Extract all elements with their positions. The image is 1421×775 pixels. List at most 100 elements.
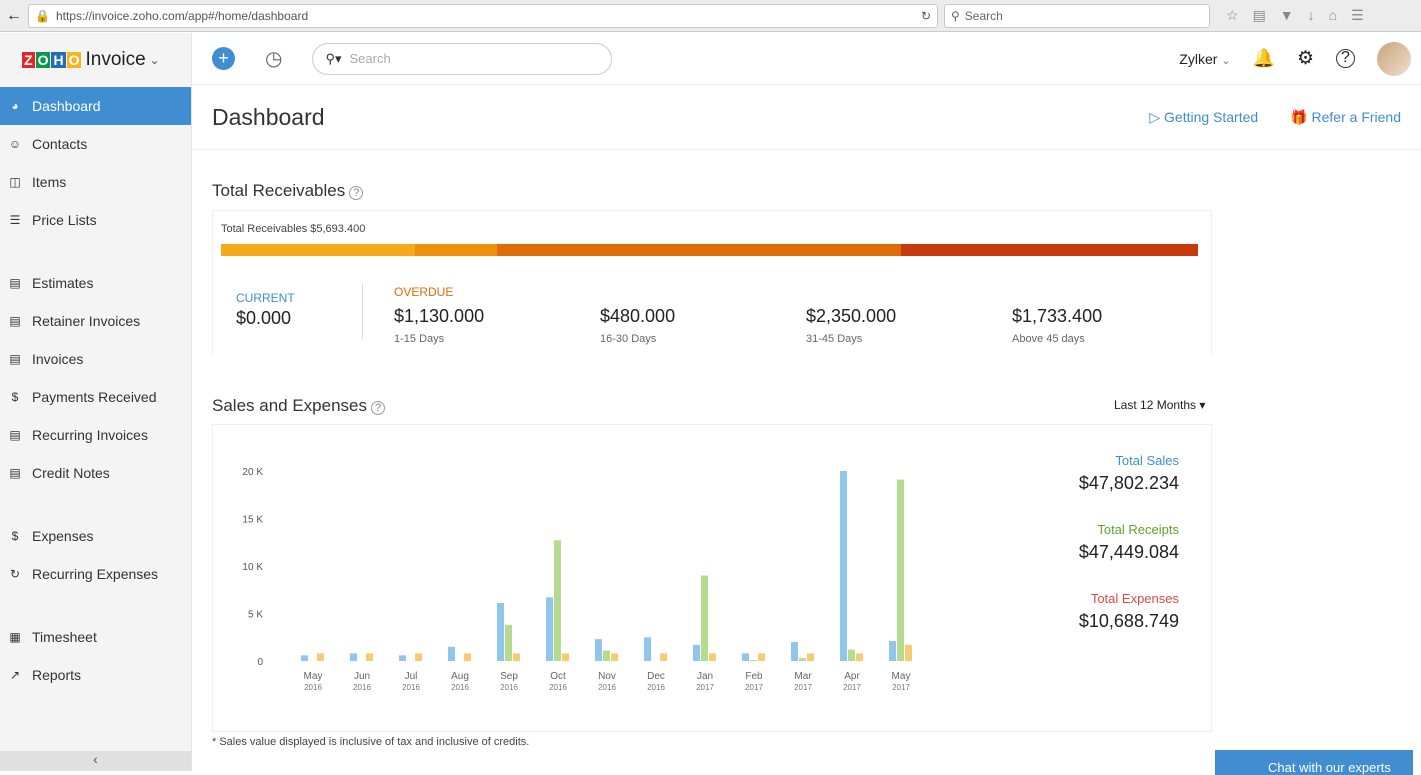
- bar-jun-2016-s2[interactable]: [366, 653, 373, 661]
- sidebar-item-expenses[interactable]: $ Expenses: [0, 517, 191, 555]
- sidebar-item-reports[interactable]: ↗ Reports: [0, 656, 191, 694]
- bar-may-2016-s0[interactable]: [301, 655, 308, 661]
- help-icon[interactable]: ?: [1336, 49, 1355, 68]
- sidebar-item-items[interactable]: ◫ Items: [0, 163, 191, 201]
- document-icon: ▤: [9, 314, 21, 328]
- quick-create-button[interactable]: +: [212, 47, 235, 70]
- sidebar-item-contacts[interactable]: ☺ Contacts: [0, 125, 191, 163]
- sidebar-item-recurring-expenses[interactable]: ↻ Recurring Expenses: [0, 555, 191, 593]
- reader-icon[interactable]: ▤: [1252, 7, 1266, 23]
- x-tick-month: Jan: [697, 671, 713, 682]
- sidebar-item-estimates[interactable]: ▤ Estimates: [0, 264, 191, 302]
- bar-jun-2016-s0[interactable]: [350, 653, 357, 661]
- bar-mar-2017-s1[interactable]: [799, 658, 806, 661]
- download-icon[interactable]: ↓: [1307, 7, 1315, 23]
- bar-dec-2016-s2[interactable]: [660, 653, 667, 661]
- bar-apr-2017-s0[interactable]: [840, 471, 847, 661]
- bar-apr-2017-s2[interactable]: [856, 653, 863, 661]
- app-name: Invoice: [85, 49, 146, 70]
- x-tick-month: May: [304, 671, 323, 682]
- back-icon[interactable]: ←: [6, 6, 22, 24]
- recent-history-icon[interactable]: ◷: [265, 48, 283, 70]
- sidebar-item-retainer-invoices[interactable]: ▤ Retainer Invoices: [0, 302, 191, 340]
- url-bar[interactable]: 🔒 https://invoice.zoho.com/app#/home/dash…: [28, 3, 938, 28]
- getting-started-link[interactable]: ▷ Getting Started: [1149, 109, 1258, 126]
- org-switcher[interactable]: Zylker ⌄: [1179, 51, 1230, 67]
- refer-friend-link[interactable]: 🎁 Refer a Friend: [1290, 109, 1401, 126]
- bar-mar-2017-s2[interactable]: [807, 653, 814, 661]
- collapse-sidebar-button[interactable]: ‹: [0, 751, 191, 771]
- receivables-bar: [221, 244, 1198, 256]
- receivables-segment[interactable]: [900, 244, 1198, 256]
- bar-nov-2016-s0[interactable]: [595, 639, 602, 661]
- bar-feb-2017-s1[interactable]: [750, 660, 757, 661]
- bar-may-2017-s2[interactable]: [905, 644, 912, 661]
- x-tick-year: 2016: [304, 683, 322, 692]
- browser-search[interactable]: ⚲ Search: [944, 3, 1210, 28]
- bar-jul-2016-s2[interactable]: [415, 653, 422, 661]
- bar-oct-2016-s0[interactable]: [546, 597, 553, 661]
- bar-oct-2016-s1[interactable]: [554, 540, 561, 661]
- help-icon[interactable]: ?: [349, 186, 364, 200]
- bar-dec-2016-s0[interactable]: [644, 637, 651, 661]
- bar-sep-2016-s1[interactable]: [505, 624, 512, 661]
- sidebar-item-label: Retainer Invoices: [32, 313, 141, 329]
- bar-nov-2016-s1[interactable]: [603, 650, 610, 661]
- reload-icon[interactable]: ↻: [920, 8, 931, 23]
- bar-jan-2017-s2[interactable]: [709, 653, 716, 661]
- sidebar-item-invoices[interactable]: ▤ Invoices: [0, 340, 191, 378]
- bar-may-2017-s1[interactable]: [897, 479, 904, 661]
- gear-icon[interactable]: ⚙: [1296, 48, 1314, 69]
- bar-apr-2017-s1[interactable]: [848, 649, 855, 661]
- bar-may-2017-s0[interactable]: [889, 641, 896, 661]
- period-dropdown[interactable]: Last 12 Months ▾: [1114, 398, 1205, 412]
- overdue-bucket[interactable]: $1,733.400 Above 45 days: [1012, 303, 1102, 345]
- receivables-segment[interactable]: [497, 244, 901, 256]
- bar-jul-2016-s0[interactable]: [399, 655, 406, 661]
- bucket-value: $2,350.000: [806, 306, 897, 326]
- x-tick-month: Sep: [500, 671, 518, 682]
- sidebar-item-recurring-invoices[interactable]: ▤ Recurring Invoices: [0, 416, 191, 454]
- receivables-segment[interactable]: [414, 244, 498, 256]
- x-tick-month: Aug: [451, 671, 469, 682]
- overdue-bucket[interactable]: $1,130.000 1-15 Days: [394, 303, 484, 345]
- bar-sep-2016-s0[interactable]: [497, 603, 504, 661]
- chat-button[interactable]: Chat with our experts: [1215, 750, 1413, 775]
- overdue-bucket[interactable]: $480.000 16-30 Days: [600, 303, 675, 345]
- bar-mar-2017-s0[interactable]: [791, 642, 798, 661]
- bookmark-star-icon[interactable]: ☆: [1226, 7, 1239, 23]
- search-input[interactable]: ⚲▾ Search: [312, 42, 613, 75]
- bar-jan-2017-s1[interactable]: [701, 575, 708, 662]
- home-icon[interactable]: ⌂: [1328, 7, 1338, 23]
- bar-feb-2017-s2[interactable]: [758, 653, 765, 661]
- bar-sep-2016-s2[interactable]: [513, 653, 520, 661]
- sidebar-item-label: Price Lists: [32, 212, 97, 228]
- bar-aug-2016-s0[interactable]: [448, 646, 455, 661]
- bar-nov-2016-s2[interactable]: [611, 653, 618, 661]
- bar-oct-2016-s2[interactable]: [562, 653, 569, 661]
- sidebar-item-payments-received[interactable]: $ Payments Received: [0, 378, 191, 416]
- menu-icon[interactable]: ☰: [1351, 7, 1364, 23]
- bar-jan-2017-s0[interactable]: [693, 644, 700, 661]
- current-value: $0.000: [236, 308, 292, 328]
- sidebar-item-dashboard[interactable]: ◕ Dashboard: [0, 87, 191, 125]
- bell-icon[interactable]: 🔔: [1252, 48, 1275, 68]
- bucket-value: $480.000: [600, 306, 676, 326]
- avatar[interactable]: [1377, 41, 1411, 76]
- current-label: CURRENT: [236, 291, 295, 305]
- sidebar-item-timesheet[interactable]: ▦ Timesheet: [0, 618, 191, 656]
- sidebar-item-credit-notes[interactable]: ▤ Credit Notes: [0, 454, 191, 492]
- chart-icon: ↗: [9, 668, 21, 682]
- bar-aug-2016-s2[interactable]: [464, 653, 471, 661]
- help-icon[interactable]: ?: [371, 401, 386, 415]
- period-label: Last 12 Months: [1114, 398, 1197, 412]
- sidebar-item-price-lists[interactable]: ☰ Price Lists: [0, 201, 191, 239]
- overdue-bucket[interactable]: $2,350.000 31-45 Days: [806, 303, 896, 345]
- y-tick-label: 0: [257, 657, 263, 668]
- bar-may-2016-s2[interactable]: [317, 653, 324, 661]
- x-tick-month: Jul: [405, 671, 418, 682]
- pocket-icon[interactable]: ▼: [1279, 7, 1294, 23]
- receivables-segment[interactable]: [221, 244, 415, 256]
- bar-feb-2017-s0[interactable]: [742, 653, 749, 661]
